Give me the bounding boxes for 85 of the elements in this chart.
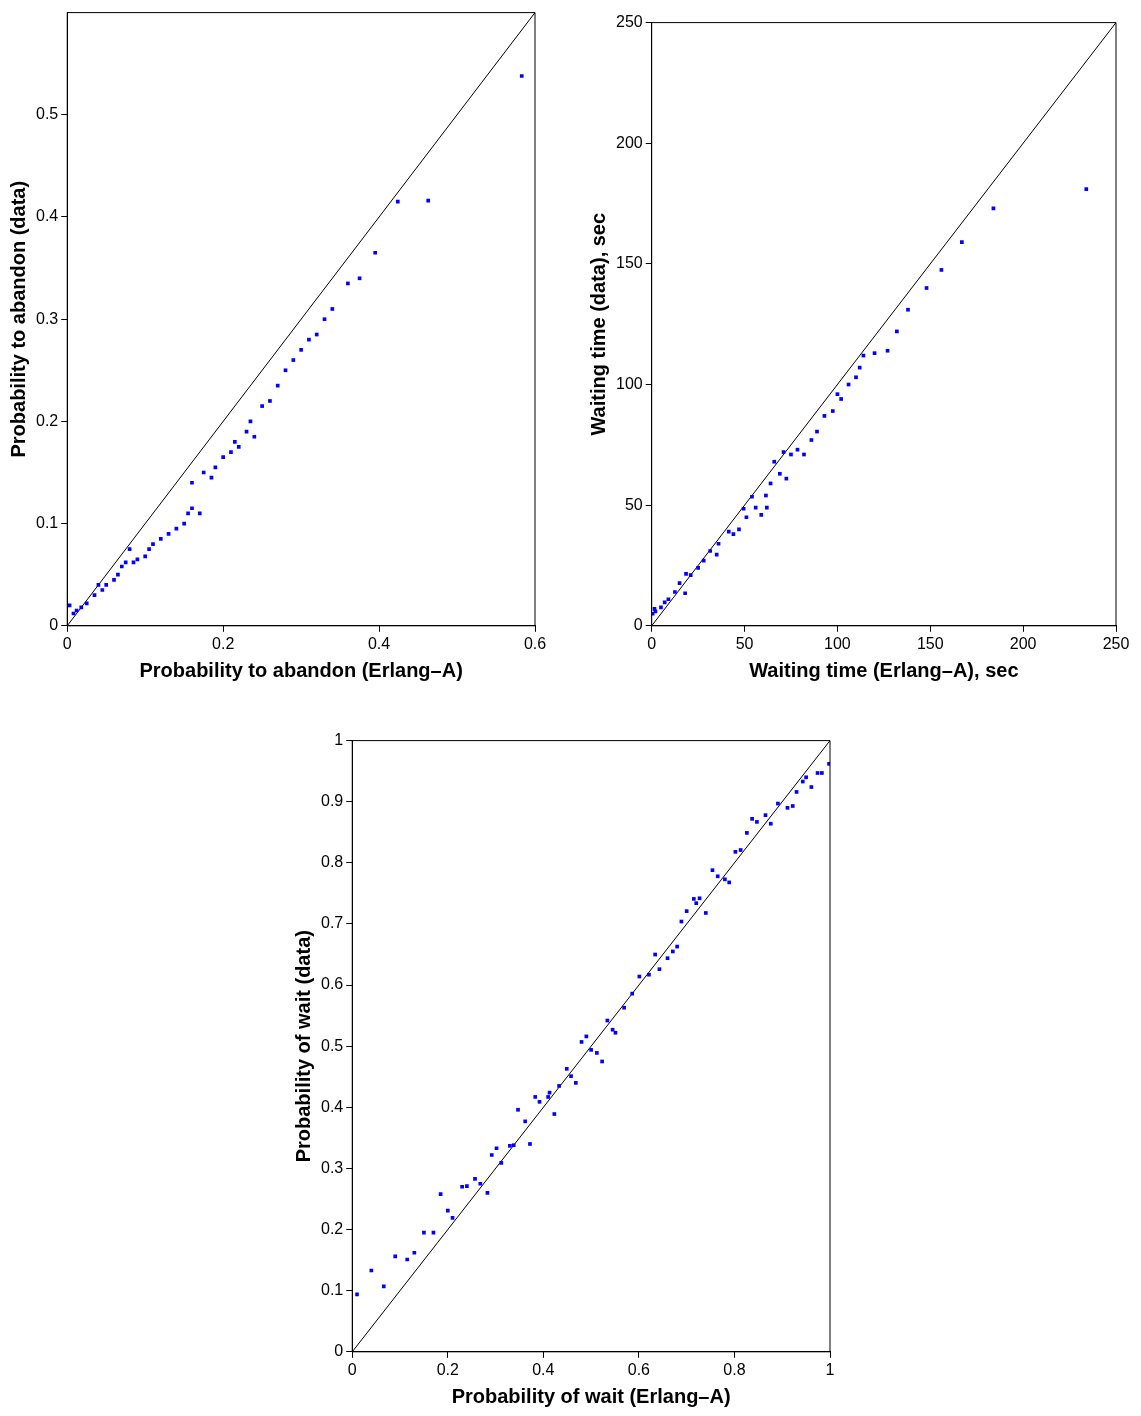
y-tick-label: 0.7 [320,914,344,932]
point [268,399,272,403]
point [778,471,782,476]
point [830,409,835,413]
y-tick-label: 50 [624,495,643,513]
point [158,537,163,541]
y-axis-title: Probability of wait (data) [291,930,314,1163]
point [299,348,303,352]
point [221,455,225,460]
x-axis-title: Waiting time (Erlang–A), sec [749,658,1019,681]
y-tick-label: 0 [633,616,643,634]
x-tick-label: 200 [1009,634,1037,652]
point [684,572,688,576]
x-tick-label: 1 [825,1360,835,1378]
y-tick-label: 0.6 [320,975,344,993]
x-tick-label: 0.6 [523,634,547,652]
y-tick-label: 0.8 [320,853,344,871]
y-tick-label: 0.2 [320,1219,344,1237]
y-tick-label: 250 [615,13,643,31]
y-tick-label: 150 [615,254,643,272]
y-tick-label: 0 [334,1342,344,1360]
y-tick-label: 0.1 [320,1281,344,1299]
x-tick-label: 0.4 [367,634,391,652]
point [673,590,677,594]
y-tick-label: 0.3 [35,309,59,327]
point [151,542,155,546]
point [229,450,233,454]
point [190,480,194,485]
point [236,445,241,449]
y-tick-label: 0 [49,616,59,634]
point [1084,187,1089,191]
point [104,583,109,587]
y-axis-title: Probability to abandon (data) [6,180,29,458]
point [233,440,237,444]
point [519,74,524,78]
point [147,547,151,551]
point [260,404,264,408]
point [373,250,378,255]
x-axis-title: Probability of wait (Erlang–A) [451,1384,731,1407]
point [696,566,700,570]
x-axis-title: Probability to abandon (Erlang–A) [139,658,463,681]
y-tick-label: 1 [334,731,344,749]
x-tick-label: 0 [62,634,72,652]
x-tick-label: 250 [1102,634,1130,652]
y-tick-label: 0.4 [35,207,59,225]
point [100,588,105,592]
point [960,240,964,244]
point [750,494,754,499]
point [683,591,687,596]
x-tick-label: 0 [647,634,657,652]
y-axis-title: Waiting time (data), sec [586,212,609,436]
point [906,307,910,312]
point [143,554,148,559]
x-tick-label: 0 [347,1360,357,1378]
x-tick-label: 100 [824,634,851,652]
x-tick-label: 0.2 [436,1360,460,1378]
point [759,512,764,517]
point [330,307,335,311]
point [708,549,713,553]
x-tick-label: 0.8 [723,1360,746,1378]
x-tick-label: 50 [735,634,754,652]
y-tick-label: 0.5 [35,105,59,123]
point [395,199,400,204]
y-tick-label: 0.5 [320,1036,344,1054]
y-tick-label: 0.4 [320,1097,344,1115]
y-tick-label: 100 [615,374,643,392]
point [84,601,89,606]
x-tick-label: 150 [916,634,944,652]
point [737,527,741,532]
point [772,459,777,464]
point [116,572,120,577]
x-tick-label: 0.2 [212,634,235,652]
point [291,358,296,362]
x-tick-label: 0.4 [532,1360,555,1378]
y-tick-label: 0.2 [35,411,59,429]
y-tick-label: 200 [615,133,643,151]
point [190,506,194,511]
y-tick-label: 0.1 [35,514,59,532]
point [726,529,731,534]
point [688,573,693,577]
point [839,397,843,401]
point [112,577,116,582]
point [854,375,858,380]
y-tick-label: 0.3 [320,1158,344,1176]
y-tick-label: 0.9 [320,792,344,810]
